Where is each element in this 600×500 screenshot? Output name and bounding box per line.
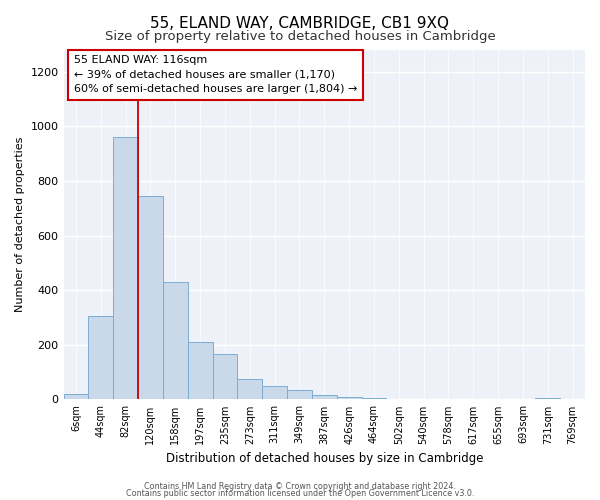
Bar xyxy=(88,316,113,400)
Text: Contains public sector information licensed under the Open Government Licence v3: Contains public sector information licen… xyxy=(126,490,474,498)
Bar xyxy=(138,196,163,400)
Bar xyxy=(362,398,386,400)
Bar xyxy=(188,342,212,400)
Bar xyxy=(312,394,337,400)
Text: 55 ELAND WAY: 116sqm
← 39% of detached houses are smaller (1,170)
60% of semi-de: 55 ELAND WAY: 116sqm ← 39% of detached h… xyxy=(74,55,358,94)
Bar xyxy=(163,282,188,400)
Bar xyxy=(238,379,262,400)
Bar xyxy=(212,354,238,400)
Bar xyxy=(535,398,560,400)
Text: Size of property relative to detached houses in Cambridge: Size of property relative to detached ho… xyxy=(104,30,496,43)
X-axis label: Distribution of detached houses by size in Cambridge: Distribution of detached houses by size … xyxy=(166,452,483,465)
Bar xyxy=(113,138,138,400)
Y-axis label: Number of detached properties: Number of detached properties xyxy=(15,137,25,312)
Text: 55, ELAND WAY, CAMBRIDGE, CB1 9XQ: 55, ELAND WAY, CAMBRIDGE, CB1 9XQ xyxy=(151,16,449,31)
Bar xyxy=(262,386,287,400)
Bar xyxy=(64,394,88,400)
Text: Contains HM Land Registry data © Crown copyright and database right 2024.: Contains HM Land Registry data © Crown c… xyxy=(144,482,456,491)
Bar xyxy=(337,396,362,400)
Bar xyxy=(386,399,411,400)
Bar xyxy=(287,390,312,400)
